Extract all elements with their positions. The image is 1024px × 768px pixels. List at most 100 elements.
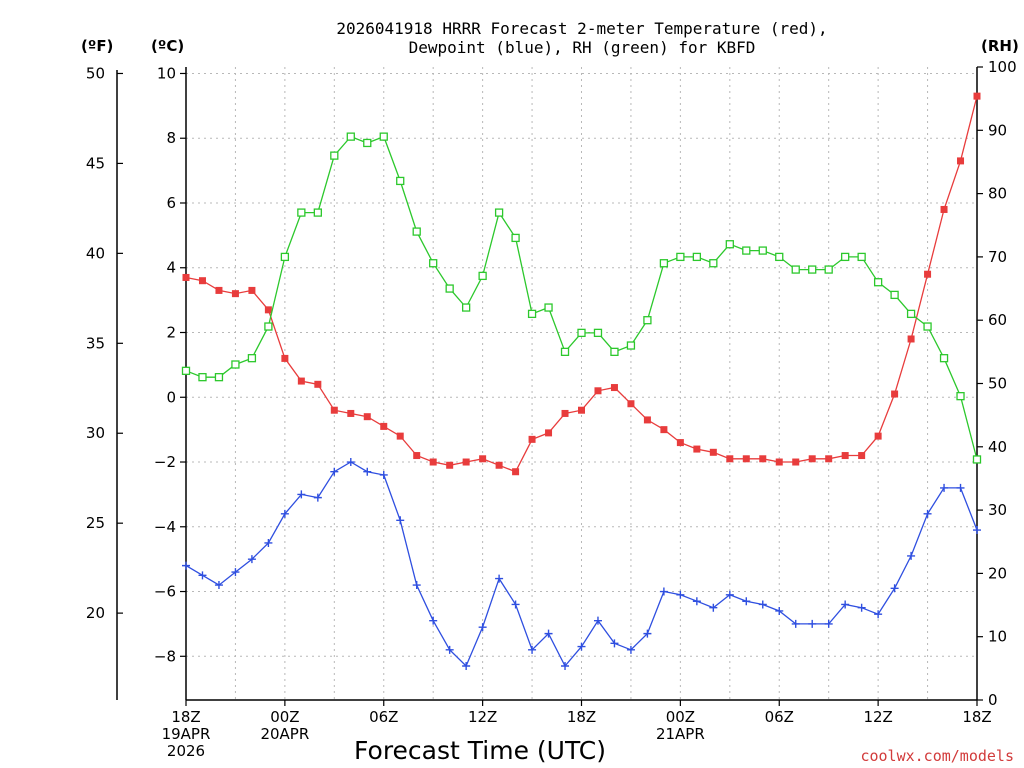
fahrenheit-tick-label: 25 <box>86 514 105 532</box>
temperature-point <box>973 92 981 100</box>
dewpoint-point <box>478 623 487 632</box>
rh-point <box>429 259 438 268</box>
rh-point <box>214 373 224 382</box>
dewpoint-point <box>725 590 734 599</box>
dewpoint-point <box>544 629 553 638</box>
dewpoint-point <box>890 584 899 593</box>
temperature-point <box>693 445 701 453</box>
celsius-tick-label: 0 <box>166 388 176 406</box>
rh-point <box>873 278 883 287</box>
rh-point <box>956 392 965 401</box>
dewpoint-point <box>462 662 471 671</box>
rh-point <box>313 208 322 217</box>
temperature-point <box>281 354 289 362</box>
rh-point <box>544 303 553 312</box>
temperature-point <box>627 400 635 408</box>
fahrenheit-tick-label: 20 <box>86 604 105 622</box>
rh-point <box>659 259 669 268</box>
temperature-point <box>495 461 503 469</box>
dewpoint-point <box>363 467 372 476</box>
rh-tick-label: 0 <box>988 691 998 709</box>
rh-point <box>511 233 520 243</box>
dewpoint-point <box>791 619 800 628</box>
dewpoint-point <box>808 619 817 628</box>
rh-tick-label: 50 <box>988 375 1007 393</box>
x-tick-label: 19APR <box>162 725 211 743</box>
rh-point <box>412 227 421 236</box>
axes: 1086420−2−4−6−85045403530252010090807060… <box>86 58 1017 760</box>
dewpoint-point <box>346 458 355 467</box>
temperature-point <box>874 432 882 440</box>
dewpoint-point <box>528 645 537 654</box>
rh-tick-label: 100 <box>988 58 1017 76</box>
temperature-point <box>297 377 305 385</box>
dewpoint-point <box>247 555 256 564</box>
x-tick-label: 18Z <box>567 708 596 726</box>
rh-tick-label: 90 <box>988 121 1007 139</box>
dewpoint-point <box>940 483 949 492</box>
temperature-point <box>792 458 800 466</box>
temperature-point <box>561 409 569 417</box>
rh-tick-label: 10 <box>988 628 1007 646</box>
temperature-point <box>594 387 602 395</box>
rh-point <box>527 309 537 319</box>
x-tick-label: 18Z <box>171 708 200 726</box>
dewpoint-point <box>511 600 520 609</box>
celsius-axis-unit: (ºC) <box>151 37 184 55</box>
rh-point <box>742 246 751 255</box>
dewpoint-point <box>692 597 701 606</box>
temperature-point <box>347 409 355 417</box>
temperature-point <box>413 452 421 460</box>
x-tick-label: 00Z <box>270 708 299 726</box>
temperature-point <box>940 205 948 213</box>
temperature-point <box>380 422 388 430</box>
dewpoint-point <box>280 509 289 518</box>
dewpoint-point <box>841 600 850 609</box>
dewpoint-point <box>577 642 586 651</box>
rh-point <box>198 373 207 382</box>
rh-point <box>610 347 619 357</box>
temperature-point <box>248 286 256 294</box>
fahrenheit-axis-unit: (ºF) <box>81 37 113 55</box>
x-tick-label: 06Z <box>369 708 398 726</box>
rh-axis-unit: (RH) <box>981 37 1019 55</box>
dewpoint-point <box>198 571 207 580</box>
dewpoint-point <box>659 587 668 596</box>
credit-text: coolwx.com/models <box>860 747 1014 765</box>
dewpoint-point <box>775 606 784 615</box>
x-tick-label: 21APR <box>656 725 705 743</box>
dewpoint-point <box>610 639 619 648</box>
rh-point <box>643 316 652 325</box>
rh-point <box>181 366 191 375</box>
rh-point <box>247 354 257 363</box>
rh-tick-label: 20 <box>988 564 1007 582</box>
temperature-point <box>924 270 932 278</box>
rh-point <box>330 151 339 160</box>
temperature-point <box>610 384 618 392</box>
fahrenheit-tick-label: 30 <box>86 424 105 442</box>
rh-point <box>264 322 273 331</box>
dewpoint-point <box>824 619 833 628</box>
dewpoint-point <box>297 490 306 499</box>
rh-point <box>461 303 471 312</box>
dewpoint-point <box>561 662 570 671</box>
dewpoint-point <box>495 574 504 583</box>
dewpoint-point <box>593 616 602 625</box>
dewpoint-point <box>264 538 273 547</box>
dewpoint-point <box>709 603 718 612</box>
celsius-tick-label: 6 <box>166 194 176 212</box>
rh-tick-label: 70 <box>988 248 1007 266</box>
rh-point <box>972 455 982 464</box>
temperature-point <box>363 413 371 421</box>
temperature-point <box>676 439 684 447</box>
rh-point <box>758 246 767 255</box>
rh-point <box>626 341 636 350</box>
rh-point <box>725 240 734 249</box>
rh-tick-label: 30 <box>988 501 1007 519</box>
celsius-tick-label: 10 <box>157 64 176 82</box>
temperature-point <box>957 157 965 165</box>
dewpoint-point <box>676 590 685 599</box>
chart-title-line-1: 2026041918 HRRR Forecast 2-meter Tempera… <box>336 19 827 38</box>
dewpoint-point <box>429 616 438 625</box>
